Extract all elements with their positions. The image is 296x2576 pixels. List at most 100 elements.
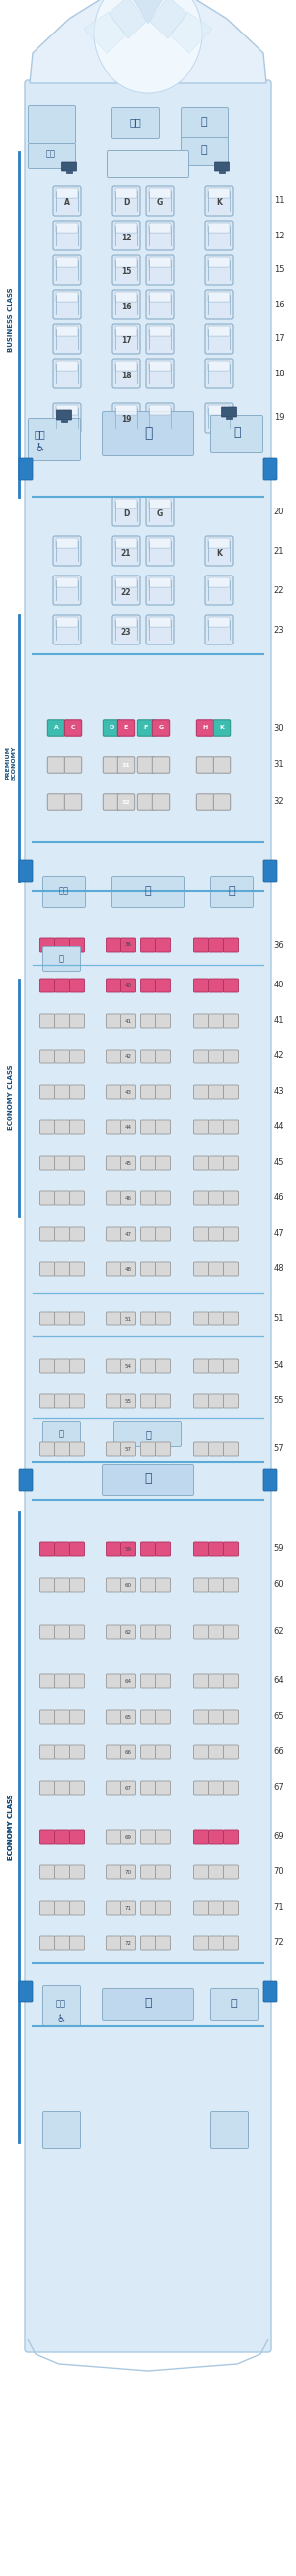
Text: 22: 22 (274, 585, 284, 595)
FancyBboxPatch shape (155, 1901, 170, 1914)
FancyBboxPatch shape (40, 1226, 55, 1242)
FancyBboxPatch shape (70, 1226, 84, 1242)
FancyBboxPatch shape (55, 979, 70, 992)
FancyBboxPatch shape (121, 1015, 136, 1028)
FancyBboxPatch shape (106, 1625, 121, 1638)
FancyBboxPatch shape (155, 1262, 170, 1275)
FancyBboxPatch shape (70, 1577, 84, 1592)
FancyBboxPatch shape (155, 1443, 170, 1455)
Text: ♿: ♿ (57, 2014, 65, 2025)
Text: 36: 36 (274, 940, 284, 951)
Text: 40: 40 (274, 981, 284, 989)
Text: 48: 48 (125, 1267, 132, 1273)
Text: 21: 21 (121, 549, 131, 556)
Text: 48: 48 (274, 1265, 284, 1273)
FancyBboxPatch shape (40, 1048, 55, 1064)
FancyBboxPatch shape (70, 1937, 84, 1950)
Text: ♿: ♿ (35, 443, 44, 453)
Text: F: F (144, 726, 148, 732)
FancyBboxPatch shape (19, 459, 33, 479)
FancyBboxPatch shape (209, 1226, 223, 1242)
Text: 23: 23 (274, 626, 284, 634)
Text: 70: 70 (274, 1868, 284, 1878)
FancyBboxPatch shape (155, 1625, 170, 1638)
FancyBboxPatch shape (205, 536, 233, 567)
FancyBboxPatch shape (55, 1901, 70, 1914)
FancyBboxPatch shape (55, 1577, 70, 1592)
FancyBboxPatch shape (194, 1157, 209, 1170)
FancyBboxPatch shape (53, 289, 81, 319)
FancyBboxPatch shape (56, 361, 78, 371)
FancyBboxPatch shape (56, 222, 78, 232)
FancyBboxPatch shape (40, 1262, 55, 1275)
Text: 19: 19 (121, 415, 131, 425)
FancyBboxPatch shape (106, 1311, 121, 1327)
FancyBboxPatch shape (115, 258, 137, 268)
FancyBboxPatch shape (209, 1625, 223, 1638)
FancyBboxPatch shape (209, 938, 223, 953)
FancyBboxPatch shape (106, 979, 121, 992)
FancyBboxPatch shape (194, 1543, 209, 1556)
FancyBboxPatch shape (146, 358, 174, 389)
Text: K: K (220, 726, 224, 732)
FancyBboxPatch shape (112, 876, 184, 907)
FancyBboxPatch shape (102, 1466, 194, 1497)
FancyBboxPatch shape (56, 404, 78, 415)
FancyBboxPatch shape (146, 255, 174, 286)
FancyBboxPatch shape (121, 1084, 136, 1100)
FancyBboxPatch shape (155, 1048, 170, 1064)
FancyBboxPatch shape (56, 291, 78, 301)
Text: 19: 19 (274, 412, 284, 422)
Text: 🚶: 🚶 (59, 956, 64, 963)
FancyBboxPatch shape (223, 938, 238, 953)
FancyBboxPatch shape (118, 793, 135, 811)
FancyBboxPatch shape (55, 1084, 70, 1100)
Polygon shape (30, 0, 266, 82)
FancyBboxPatch shape (55, 1193, 70, 1206)
FancyBboxPatch shape (141, 1829, 155, 1844)
FancyBboxPatch shape (106, 1262, 121, 1275)
FancyBboxPatch shape (194, 1226, 209, 1242)
FancyBboxPatch shape (121, 1865, 136, 1880)
FancyBboxPatch shape (28, 144, 75, 167)
FancyBboxPatch shape (194, 1121, 209, 1133)
FancyBboxPatch shape (43, 1422, 81, 1445)
Text: 44: 44 (274, 1123, 284, 1131)
FancyBboxPatch shape (103, 793, 120, 811)
Text: 11: 11 (274, 196, 284, 206)
Text: 46: 46 (125, 1195, 132, 1200)
FancyBboxPatch shape (141, 1674, 155, 1687)
FancyBboxPatch shape (115, 222, 137, 232)
FancyBboxPatch shape (211, 415, 263, 453)
FancyBboxPatch shape (208, 188, 230, 198)
FancyBboxPatch shape (55, 1710, 70, 1723)
FancyBboxPatch shape (205, 325, 233, 353)
FancyBboxPatch shape (141, 1157, 155, 1170)
FancyBboxPatch shape (209, 1193, 223, 1206)
FancyBboxPatch shape (141, 1193, 155, 1206)
FancyBboxPatch shape (194, 1394, 209, 1409)
FancyBboxPatch shape (213, 793, 231, 811)
FancyBboxPatch shape (121, 1710, 136, 1723)
FancyBboxPatch shape (112, 358, 140, 389)
FancyBboxPatch shape (197, 721, 214, 737)
FancyBboxPatch shape (40, 1780, 55, 1795)
FancyBboxPatch shape (40, 1311, 55, 1327)
Text: 🚶🚶: 🚶🚶 (34, 428, 45, 438)
Polygon shape (150, 0, 187, 39)
FancyBboxPatch shape (55, 1394, 70, 1409)
Text: 43: 43 (125, 1090, 132, 1095)
FancyBboxPatch shape (209, 1311, 223, 1327)
FancyBboxPatch shape (112, 497, 140, 526)
FancyBboxPatch shape (40, 1747, 55, 1759)
Text: 47: 47 (274, 1229, 284, 1239)
FancyBboxPatch shape (211, 876, 253, 907)
FancyBboxPatch shape (55, 1543, 70, 1556)
FancyBboxPatch shape (263, 1981, 277, 2002)
FancyBboxPatch shape (40, 1193, 55, 1206)
FancyBboxPatch shape (112, 402, 140, 433)
FancyBboxPatch shape (194, 1901, 209, 1914)
FancyBboxPatch shape (141, 1394, 155, 1409)
FancyBboxPatch shape (115, 327, 137, 335)
FancyBboxPatch shape (209, 1710, 223, 1723)
